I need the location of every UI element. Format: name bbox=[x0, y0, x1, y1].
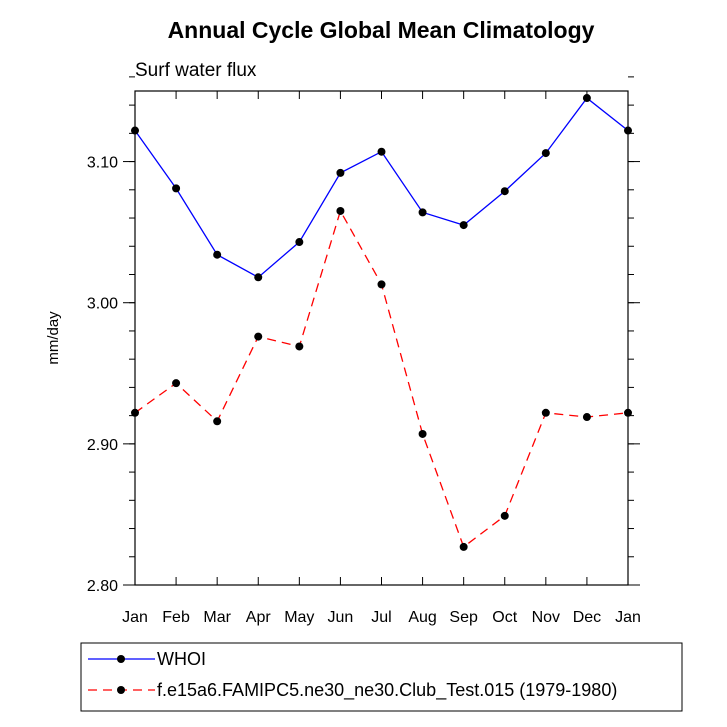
data-point-model bbox=[295, 342, 304, 351]
y-tick-label: 3.10 bbox=[87, 155, 118, 172]
legend-box bbox=[80, 642, 683, 712]
data-point-model bbox=[377, 280, 386, 289]
data-point-whoi bbox=[295, 238, 304, 247]
y-tick-label: 2.80 bbox=[87, 578, 118, 595]
data-point-whoi bbox=[377, 147, 386, 156]
data-point-model bbox=[336, 206, 345, 215]
data-point-model bbox=[541, 408, 550, 417]
data-point-model bbox=[254, 332, 263, 341]
data-point-whoi bbox=[459, 221, 468, 230]
x-tick-label: Sep bbox=[449, 609, 478, 626]
x-tick-label: Jan bbox=[615, 609, 641, 626]
data-point-whoi bbox=[418, 208, 427, 217]
x-tick-label: Mar bbox=[203, 609, 231, 626]
x-tick-label: Jun bbox=[328, 609, 354, 626]
chart-title: Annual Cycle Global Mean Climatology bbox=[168, 17, 595, 43]
data-point-whoi bbox=[582, 94, 591, 103]
data-point-model bbox=[418, 429, 427, 438]
legend-marker-model bbox=[117, 686, 125, 694]
data-point-whoi bbox=[336, 168, 345, 177]
tick-labels: Jan Feb Mar Apr May Jun Jul Aug Sep Oct Nov Dec Jan2… bbox=[87, 155, 641, 626]
data-point-model bbox=[172, 379, 181, 388]
data-point-whoi bbox=[541, 149, 550, 158]
legend-label-model: f.e15a6.FAMIPC5.ne30_ne30.Club_Test.015 … bbox=[157, 680, 617, 701]
data-point-whoi bbox=[213, 250, 222, 259]
axis-ticks bbox=[123, 76, 640, 586]
series-line-whoi bbox=[134, 97, 629, 279]
data-point-whoi bbox=[500, 187, 509, 196]
x-tick-label: Oct bbox=[492, 609, 517, 626]
data-point-whoi bbox=[254, 273, 263, 282]
data-point-model bbox=[459, 542, 468, 551]
x-tick-label: Feb bbox=[162, 609, 190, 626]
x-tick-label: Nov bbox=[532, 609, 560, 626]
x-tick-label: Apr bbox=[246, 609, 272, 626]
x-tick-label: Dec bbox=[573, 609, 601, 626]
data-point-model bbox=[500, 511, 509, 520]
x-tick-label: Jul bbox=[371, 609, 391, 626]
plot-frame bbox=[134, 90, 629, 586]
x-tick-label: May bbox=[284, 609, 314, 626]
y-tick-label: 2.90 bbox=[87, 437, 118, 454]
data-point-whoi bbox=[172, 184, 181, 193]
legend-marker-whoi bbox=[117, 655, 125, 663]
x-tick-label: Aug bbox=[408, 609, 436, 626]
data-point-model bbox=[213, 417, 222, 426]
legend-label-whoi: WHOI bbox=[157, 649, 206, 669]
series-line-model bbox=[134, 209, 629, 548]
y-axis-title: mm/day bbox=[45, 311, 62, 365]
x-tick-label: Jan bbox=[122, 609, 148, 626]
series-layer bbox=[131, 94, 632, 551]
y-tick-label: 3.00 bbox=[87, 296, 118, 313]
legend: WHOI f.e15a6.FAMIPC5.ne30_ne30.Club_Test… bbox=[80, 642, 683, 712]
chart-subtitle: Surf water flux bbox=[135, 60, 257, 81]
data-point-model bbox=[582, 413, 591, 422]
